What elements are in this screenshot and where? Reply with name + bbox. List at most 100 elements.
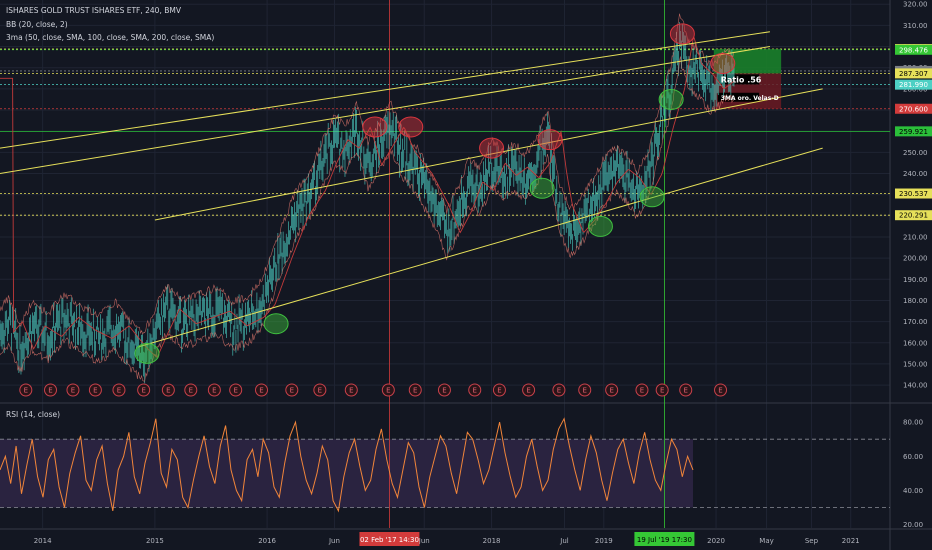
earnings-marker-icon [285,383,299,397]
price-axis[interactable]: 140.00 150.00 160.00 170.00 180.00 190.00 200.… [895,1,932,529]
red-highlight-circle [537,129,563,151]
time-marker-tag-label: 02 Feb '17 14:30 [360,536,419,544]
rsi-tick-label: 20.00 [903,521,923,529]
earnings-marker-icon [161,383,175,397]
time-tick-label: 2016 [258,537,276,545]
bb-legend: BB (20, close, 2) [6,20,68,29]
earnings-marker-label: E [526,387,530,395]
earnings-marker-label: E [318,387,322,395]
earnings-marker-icon [229,383,243,397]
green-highlight-circle [658,88,684,110]
earnings-marker-label: E [660,387,664,395]
earnings-marker-icon [578,383,592,397]
strategy-label: 3MA oro. Velas-D [721,95,779,102]
red-highlight-circle [398,116,424,138]
strategy-label-bg [717,92,760,102]
earnings-marker-icon [88,383,102,397]
level-tag-label: 298.476 [899,46,928,54]
ratio-label-bg [717,74,760,85]
earnings-marker-icon [313,383,327,397]
earnings-marker-label: E [212,387,216,395]
level-tag-label: 259.921 [899,128,928,136]
earnings-marker-icon [492,383,506,397]
green-highlight-circle [587,215,613,237]
earnings-marker-label: E [497,387,501,395]
earnings-marker-label: E [557,387,561,395]
level-tag-bg [895,210,932,221]
moving-average-line [0,37,735,358]
earnings-marker-icon [44,383,58,397]
earnings-marker-label: E [24,387,28,395]
earnings-marker-icon [381,383,395,397]
rsi-line [0,417,694,513]
red-highlight-circle [669,23,695,45]
earnings-marker-label: E [684,387,688,395]
earnings-marker-icon [468,383,482,397]
level-tag-bg [895,103,932,114]
time-tick-label: 2014 [34,537,52,545]
time-axis[interactable]: 2014 2015 2016 Jun Jun 2018 Jul 2019 2020 May Sep 2… [34,532,860,546]
time-tick-label: 2018 [483,537,501,545]
time-tick-label: 2021 [842,537,860,545]
earnings-marker-label: E [141,387,145,395]
green-highlight-circle [134,342,160,364]
level-tag-label: 220.291 [899,212,928,220]
rsi-tick-label: 60.00 [903,453,923,461]
trendline [137,147,823,348]
rsi-band-fill [0,439,693,508]
price-tick-label: 240.00 [903,170,928,178]
earnings-marker-icon [605,383,619,397]
price-tick-label: 310.00 [903,22,928,30]
trendline [154,88,823,221]
earnings-marker-icon [552,383,566,397]
price-tick-label: 170.00 [903,318,928,326]
red-highlight-circle [710,52,736,74]
earnings-marker-icon [655,383,669,397]
time-tick-label: May [759,537,773,545]
time-tick-label: Jun [328,537,340,545]
earnings-marker-label: E [233,387,237,395]
time-tick-label: Sep [805,537,819,545]
earnings-marker-label: E [259,387,263,395]
earnings-marker-icon [714,383,728,397]
trendline [0,46,770,174]
earnings-marker-icon [635,383,649,397]
green-highlight-circle [529,177,555,199]
ratio-label: Ratio .56 [721,75,762,84]
earnings-marker-icon [679,383,693,397]
red-highlight-circle [479,137,505,159]
earnings-marker-icon [344,383,358,397]
earnings-marker-icon [522,383,536,397]
price-tick-label: 210.00 [903,233,928,241]
time-tick-label: Jul [559,537,569,545]
earnings-marker-icon [184,383,198,397]
symbol-legend: ISHARES GOLD TRUST ISHARES ETF, 240, BMV [6,6,181,15]
level-tag-bg [895,126,932,137]
earnings-marker-icon [19,383,33,397]
earnings-marker-label: E [718,387,722,395]
rsi-tick-label: 40.00 [903,487,923,495]
earnings-marker-label: E [609,387,613,395]
earnings-marker-label: E [166,387,170,395]
red-highlight-circle [362,116,388,138]
time-tick-label: 2015 [146,537,164,545]
earnings-marker-icon [437,383,451,397]
earnings-marker-icon [112,383,126,397]
earnings-marker-label: E [583,387,587,395]
earnings-marker-label: E [71,387,75,395]
price-tick-label: 250.00 [903,149,928,157]
price-tick-label: 200.00 [903,255,928,263]
trendlines[interactable] [0,31,823,348]
highlight-circles[interactable] [134,23,736,364]
time-tick-label: 2020 [707,537,725,545]
earnings-marker-label: E [48,387,52,395]
earnings-marker-label: E [640,387,644,395]
rsi-series [0,417,694,513]
ma-legend: 3ma (50, close, SMA, 100, close, SMA, 20… [6,33,215,42]
price-tick-label: 160.00 [903,339,928,347]
level-tag-bg [895,188,932,199]
earnings-marker-label: E [117,387,121,395]
green-highlight-circle [639,186,665,208]
